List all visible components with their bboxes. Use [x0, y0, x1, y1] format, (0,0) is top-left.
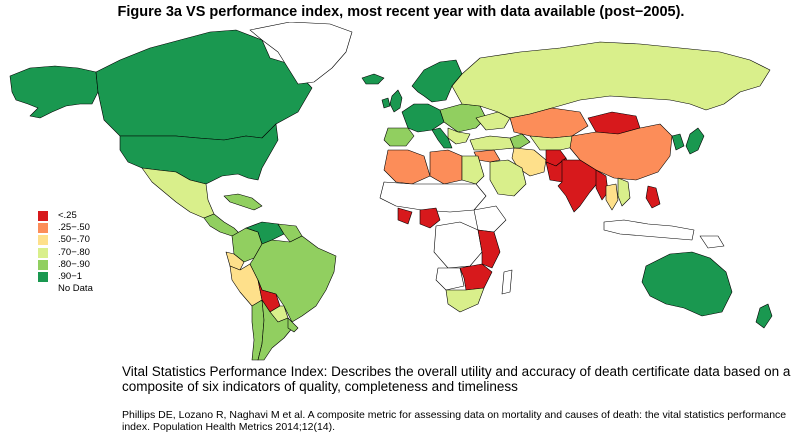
country-japan [685, 127, 705, 155]
country-russia [451, 41, 771, 119]
country-iceland [361, 73, 385, 85]
country-libya [429, 149, 463, 185]
region-scandinavia [411, 59, 463, 103]
region-western-europe [401, 103, 445, 133]
country-angola [435, 267, 465, 291]
region-east-africa [477, 229, 501, 269]
index-description: Vital Statistics Performance Index: Desc… [122, 364, 791, 394]
country-turkey [469, 135, 515, 151]
source-citation: Phillips DE, Lozano R, Naghavi M et al. … [122, 409, 787, 433]
legend-label: <.25 [58, 210, 77, 221]
country-venezuela [245, 221, 285, 245]
country-vietnam [617, 177, 631, 207]
country-spain [383, 127, 415, 147]
country-south-africa [445, 287, 485, 313]
legend-swatch [38, 247, 48, 258]
country-uruguay [287, 317, 299, 333]
region-central-america [203, 213, 241, 237]
legend-item: .50−.70 [38, 234, 93, 246]
country-madagascar [501, 269, 513, 295]
region-balkans [447, 127, 471, 145]
island-greenland [249, 22, 353, 85]
region-central-africa [433, 221, 483, 269]
legend-swatch [38, 211, 48, 222]
country-uk [389, 89, 403, 113]
country-australia [641, 251, 733, 317]
legend-swatch [38, 272, 48, 283]
country-korea [671, 133, 685, 151]
country-papua-new-guinea [699, 235, 725, 249]
region-caribbean [223, 193, 263, 211]
figure-title: Figure 3a VS performance index, most rec… [117, 4, 685, 20]
country-india [557, 159, 601, 213]
legend-item: .70−.80 [38, 247, 93, 259]
legend-item: .80−.90 [38, 259, 93, 271]
country-italy [431, 127, 453, 149]
legend-item: <.25 [38, 210, 93, 222]
country-egypt [461, 155, 485, 185]
legend-item: .90−1 [38, 271, 93, 283]
legend-item: No Data [38, 283, 93, 295]
legend-label: .70−.80 [58, 246, 90, 258]
region-west-africa-coast [397, 207, 413, 225]
country-nigeria [419, 207, 441, 229]
country-argentina [257, 299, 295, 361]
country-indonesia [603, 219, 695, 241]
legend-swatch [38, 259, 48, 270]
legend-label: No Data [58, 283, 93, 295]
country-ecuador [225, 251, 245, 271]
country-philippines [645, 185, 661, 209]
legend-label: .90−1 [58, 270, 83, 282]
legend-swatch [38, 235, 48, 246]
country-myanmar [595, 169, 609, 201]
country-ireland [381, 97, 391, 109]
region-north-africa-west [383, 149, 431, 185]
country-saudi-arabia [489, 159, 527, 197]
legend-label: .80−.90 [58, 258, 90, 270]
legend-swatch [38, 223, 48, 234]
region-sahel [379, 181, 487, 213]
legend-label: .50−.70 [58, 234, 90, 246]
legend-item: .25−.50 [38, 222, 93, 234]
country-new-zealand [755, 303, 773, 329]
world-map [9, 22, 773, 361]
legend-swatch [38, 284, 48, 294]
map-legend: <.25.25−.50.50−.70.70−.80.80−.90.90−1 No … [38, 210, 93, 295]
country-ethiopia [473, 205, 507, 233]
legend-label: .25−.50 [58, 222, 90, 234]
country-thailand [605, 183, 619, 211]
region-southern-africa [459, 263, 493, 291]
country-alaska [9, 65, 99, 119]
country-ukraine [475, 111, 511, 131]
region-caucasus [509, 133, 531, 149]
